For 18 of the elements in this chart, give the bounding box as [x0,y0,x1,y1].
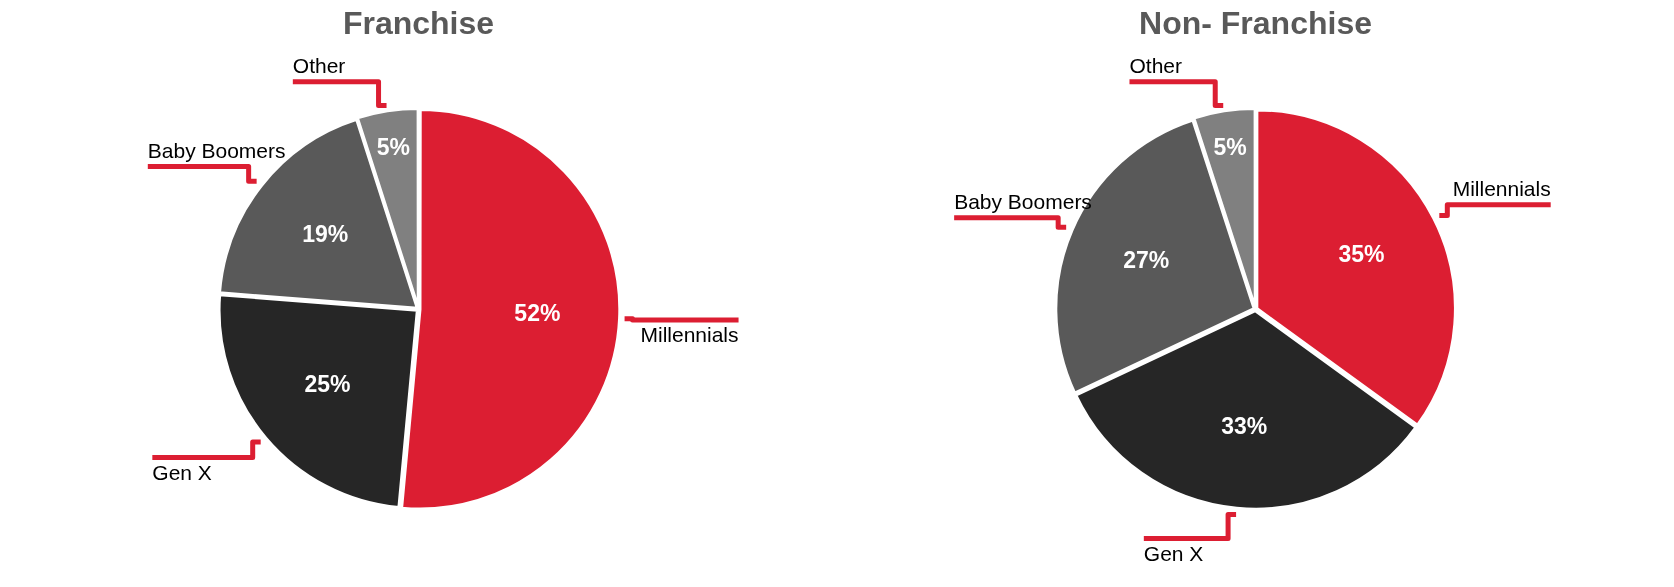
data-label: 19% [302,220,349,247]
slice-label: Other [292,53,346,77]
slice-label: Gen X [152,460,212,484]
slice-label: Millennials [640,323,739,347]
slice-label: Baby Boomers [147,138,286,162]
slice-label: Baby Boomers [954,190,1092,214]
data-label: 5% [1213,133,1247,160]
data-label: 5% [376,133,410,160]
data-label: 25% [304,371,351,398]
chart-title: Franchise [342,5,495,42]
slice-label: Millennials [1452,176,1551,200]
chart-title: Non- Franchise [1139,5,1372,42]
data-label: 35% [1338,240,1385,267]
data-label: 52% [514,300,561,327]
slice-label: Other [1129,54,1182,78]
data-label: 33% [1221,413,1268,439]
data-label: 27% [1123,247,1170,274]
slice-label: Gen X [1143,541,1204,565]
